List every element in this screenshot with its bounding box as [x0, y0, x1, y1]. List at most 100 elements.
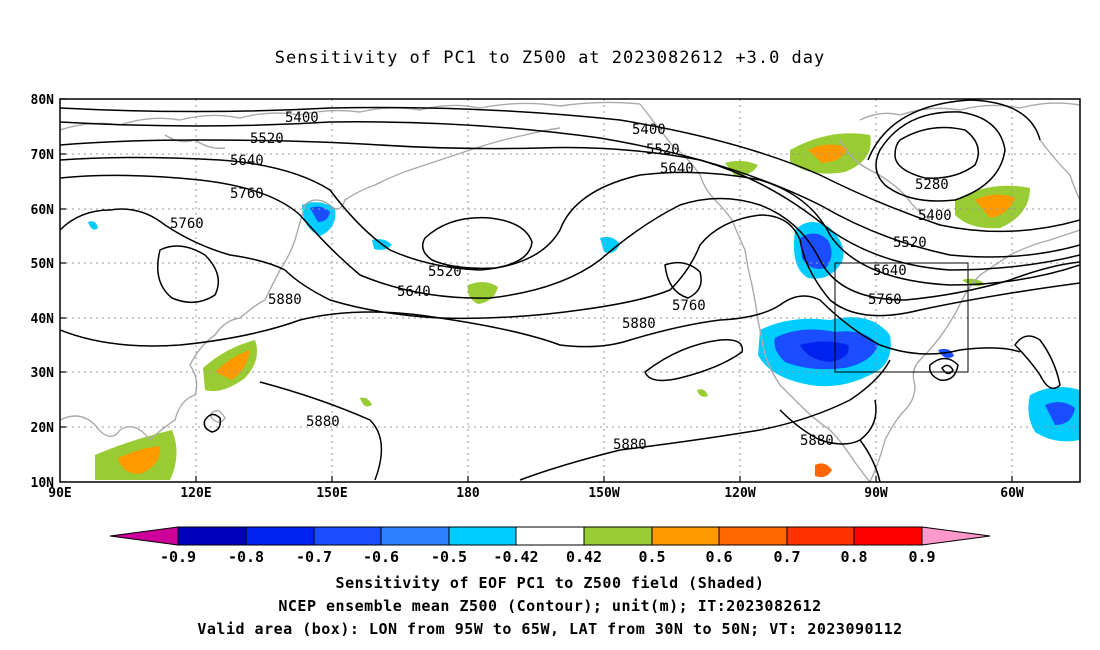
contour-line: [894, 126, 980, 179]
coastline: [209, 410, 226, 423]
colorbar-tick-label: 0.9: [908, 548, 935, 566]
contour-layer: [60, 99, 1080, 482]
shade-positive: [725, 160, 758, 176]
contour-label: 5520: [250, 131, 284, 147]
contour-line: [875, 111, 1006, 202]
contour-line: [60, 295, 1021, 355]
coastline: [869, 229, 1080, 482]
contour-label: 5640: [397, 284, 431, 300]
colorbar-tick-label: 0.7: [773, 548, 800, 566]
coastline: [1039, 139, 1080, 201]
shade-positive: [118, 446, 161, 474]
contour-line: [60, 106, 1080, 233]
contour-label: 5280: [915, 177, 949, 193]
lat-label: 80N: [31, 93, 55, 108]
contour-line: [519, 359, 891, 481]
lon-label: 150E: [316, 486, 347, 501]
colorbar-right-arrow: [922, 527, 990, 545]
contour-line: [60, 174, 1080, 301]
shade-negative: [600, 236, 620, 253]
shade-positive: [975, 194, 1015, 218]
lat-label: 60N: [31, 203, 55, 218]
contour-label: 5640: [873, 263, 907, 279]
colorbar-tick-label: 0.42: [566, 548, 602, 566]
colorbar-tick-label: 0.5: [638, 548, 665, 566]
coastline: [639, 103, 871, 482]
colorbar-tick-label: -0.8: [228, 548, 264, 566]
contour-line: [664, 261, 702, 299]
coastline: [839, 139, 931, 221]
contour-label: 5760: [672, 298, 706, 314]
colorbar-segment: [178, 527, 246, 545]
caption-contour: NCEP ensemble mean Z500 (Contour); unit(…: [278, 597, 822, 615]
colorbar-segment: [787, 527, 854, 545]
colorbar-tick-label: -0.7: [296, 548, 332, 566]
colorbar-tick-label: -0.5: [431, 548, 467, 566]
valid-area-box: [834, 262, 969, 373]
coastline: [859, 102, 1080, 121]
lon-label: 90E: [48, 486, 71, 501]
lon-label: 60W: [1000, 486, 1024, 501]
colorbar-tick-label: -0.42: [493, 548, 538, 566]
shade-negative: [88, 221, 98, 230]
contour-label: 5400: [918, 208, 952, 224]
shade-positive: [815, 463, 832, 478]
contour-label: 5880: [613, 437, 647, 453]
contour-label: 5760: [230, 186, 264, 202]
colorbar-labels: -0.9 -0.8 -0.7 -0.6 -0.5 -0.42 0.42 0.5 …: [160, 548, 936, 566]
contour-line: [60, 208, 1080, 320]
lat-label: 70N: [31, 148, 55, 163]
contour-label: 5520: [428, 264, 462, 280]
shade-negative: [310, 206, 330, 222]
grid-lines: [60, 99, 1080, 482]
contour-line: [60, 156, 1080, 286]
colorbar-segment: [449, 527, 516, 545]
latitude-axis: 80N 70N 60N 50N 40N 30N 20N 10N: [31, 93, 55, 491]
contour-label: 5640: [660, 161, 694, 177]
colorbar-tick-label: -0.9: [160, 548, 196, 566]
shade-negative: [1045, 402, 1075, 425]
contour-line: [859, 439, 881, 482]
coastline-layer: [60, 101, 1080, 482]
contour-label: 5880: [306, 414, 340, 430]
coastline: [164, 134, 226, 150]
contour-line: [157, 245, 220, 304]
contour-label: 5880: [800, 433, 834, 449]
contour-label: 5880: [622, 316, 656, 332]
contour-label: 5880: [268, 292, 302, 308]
colorbar-segment: [246, 527, 314, 545]
colorbar-left-arrow: [110, 527, 178, 545]
colorbar-segment: [584, 527, 652, 545]
lon-label: 180: [456, 486, 480, 501]
colorbar-segment: [516, 527, 584, 545]
lat-label: 10N: [31, 476, 55, 491]
contour-line: [1014, 335, 1061, 390]
shade-positive: [467, 281, 498, 304]
lon-label: 120E: [180, 486, 211, 501]
contour-label: 5520: [893, 235, 927, 251]
contour-line: [867, 99, 1041, 161]
longitude-axis: 90E 120E 150E 180 150W 120W 90W 60W: [48, 486, 1024, 501]
lon-label: 90W: [864, 486, 888, 501]
colorbar-segment: [652, 527, 719, 545]
contour-line: [779, 399, 877, 445]
contour-line: [203, 413, 222, 433]
contour-line: [644, 339, 744, 382]
colorbar-segment: [314, 527, 381, 545]
lat-label: 20N: [31, 421, 55, 436]
contour-line: [60, 121, 1080, 258]
coastline: [60, 101, 641, 131]
shade-negative: [800, 341, 849, 362]
colorbar-tick-label: 0.8: [840, 548, 867, 566]
lat-label: 50N: [31, 257, 55, 272]
caption-shaded: Sensitivity of EOF PC1 to Z500 field (Sh…: [335, 574, 765, 592]
map-title: Sensitivity of PC1 to Z500 at 2023082612…: [274, 48, 826, 68]
colorbar-tick-label: 0.6: [705, 548, 732, 566]
tick-marks: [60, 98, 1013, 482]
lat-label: 40N: [31, 312, 55, 327]
plot-frame: [59, 98, 1081, 483]
contour-label: 5760: [170, 216, 204, 232]
caption-valid-area: Valid area (box): LON from 95W to 65W, L…: [197, 620, 903, 638]
contour-line: [60, 139, 1080, 271]
